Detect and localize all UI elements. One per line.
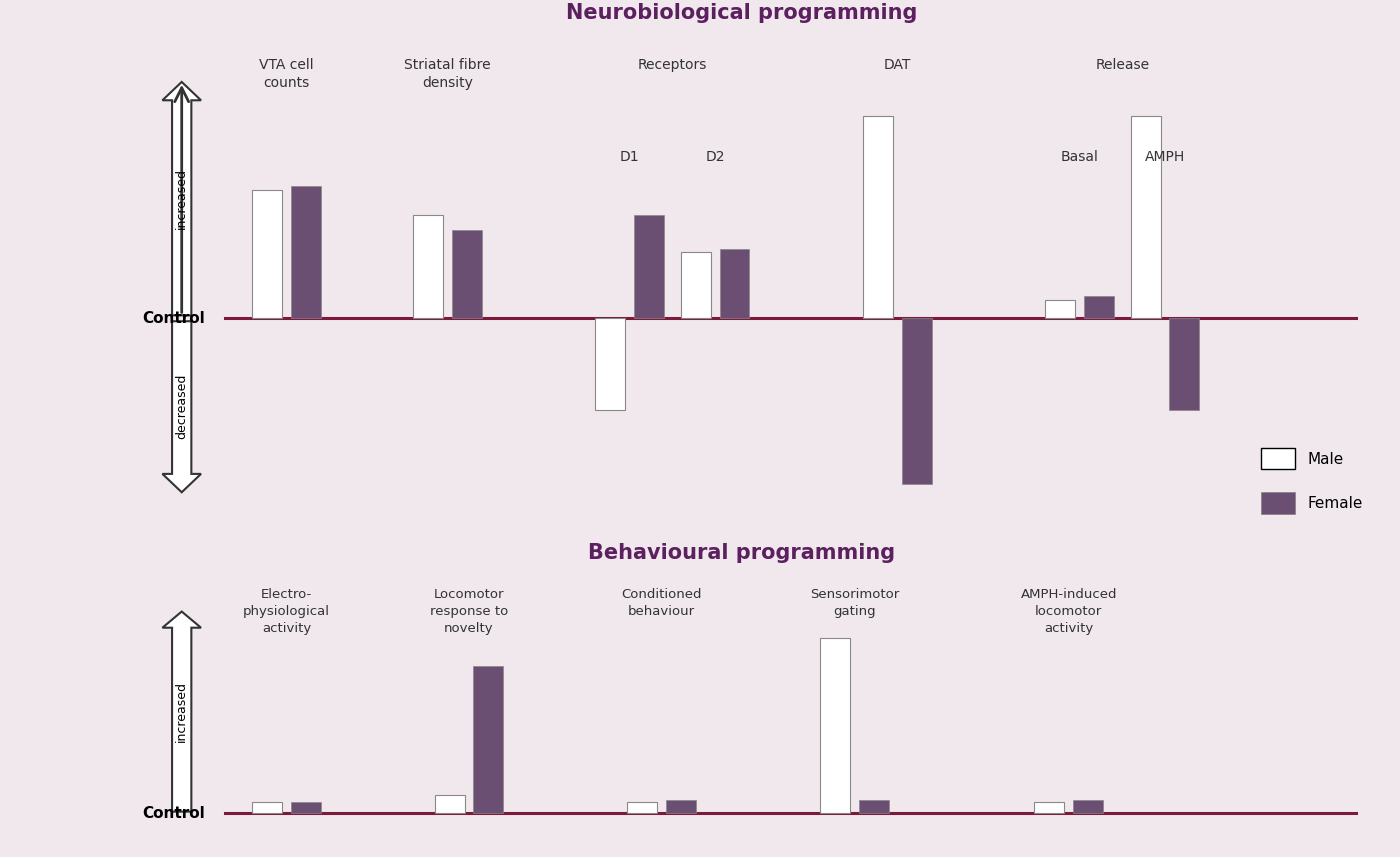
Text: Control: Control [141, 806, 204, 821]
Bar [1131, 117, 1161, 318]
Bar [820, 638, 850, 813]
Bar [666, 800, 696, 813]
Polygon shape [162, 82, 202, 315]
Text: AMPH-induced
locomotor
activity: AMPH-induced locomotor activity [1021, 588, 1117, 634]
Bar [291, 802, 321, 813]
Text: AMPH: AMPH [1145, 150, 1186, 165]
Bar [720, 249, 749, 318]
Bar [1084, 297, 1114, 318]
Bar [1035, 802, 1064, 813]
Text: DAT: DAT [883, 57, 911, 71]
Text: D1: D1 [620, 150, 640, 165]
Bar [858, 800, 889, 813]
Bar [627, 802, 658, 813]
Bar [634, 215, 664, 318]
Text: Locomotor
response to
novelty: Locomotor response to novelty [430, 588, 508, 634]
Bar [1169, 318, 1200, 411]
Text: Control: Control [141, 311, 204, 326]
Bar [291, 186, 321, 318]
Text: increased: increased [175, 168, 188, 229]
Polygon shape [162, 321, 202, 492]
Bar [252, 802, 283, 813]
Bar [252, 189, 283, 318]
Text: decreased: decreased [175, 374, 188, 440]
Text: VTA cell
counts: VTA cell counts [259, 57, 314, 90]
Text: increased: increased [175, 681, 188, 742]
Text: Receptors: Receptors [637, 57, 707, 71]
Text: Release: Release [1095, 57, 1149, 71]
Text: Behavioural programming: Behavioural programming [588, 542, 896, 563]
Text: Electro-
physiological
activity: Electro- physiological activity [244, 588, 330, 634]
Text: Conditioned
behaviour: Conditioned behaviour [622, 588, 701, 618]
Bar [1046, 300, 1075, 318]
Bar [413, 215, 444, 318]
Bar [452, 231, 482, 318]
Bar [434, 795, 465, 813]
Bar [680, 252, 711, 318]
Text: Striatal fibre
density: Striatal fibre density [405, 57, 491, 90]
Polygon shape [162, 612, 202, 812]
Text: D2: D2 [706, 150, 725, 165]
Bar [595, 318, 626, 411]
Bar [862, 117, 893, 318]
Bar [473, 666, 503, 813]
Text: Basal: Basal [1061, 150, 1099, 165]
Bar [1072, 800, 1103, 813]
Bar [902, 318, 931, 483]
Text: Neurobiological programming: Neurobiological programming [567, 3, 917, 23]
Text: Sensorimotor
gating: Sensorimotor gating [809, 588, 899, 618]
Legend: Male, Female: Male, Female [1261, 447, 1362, 514]
